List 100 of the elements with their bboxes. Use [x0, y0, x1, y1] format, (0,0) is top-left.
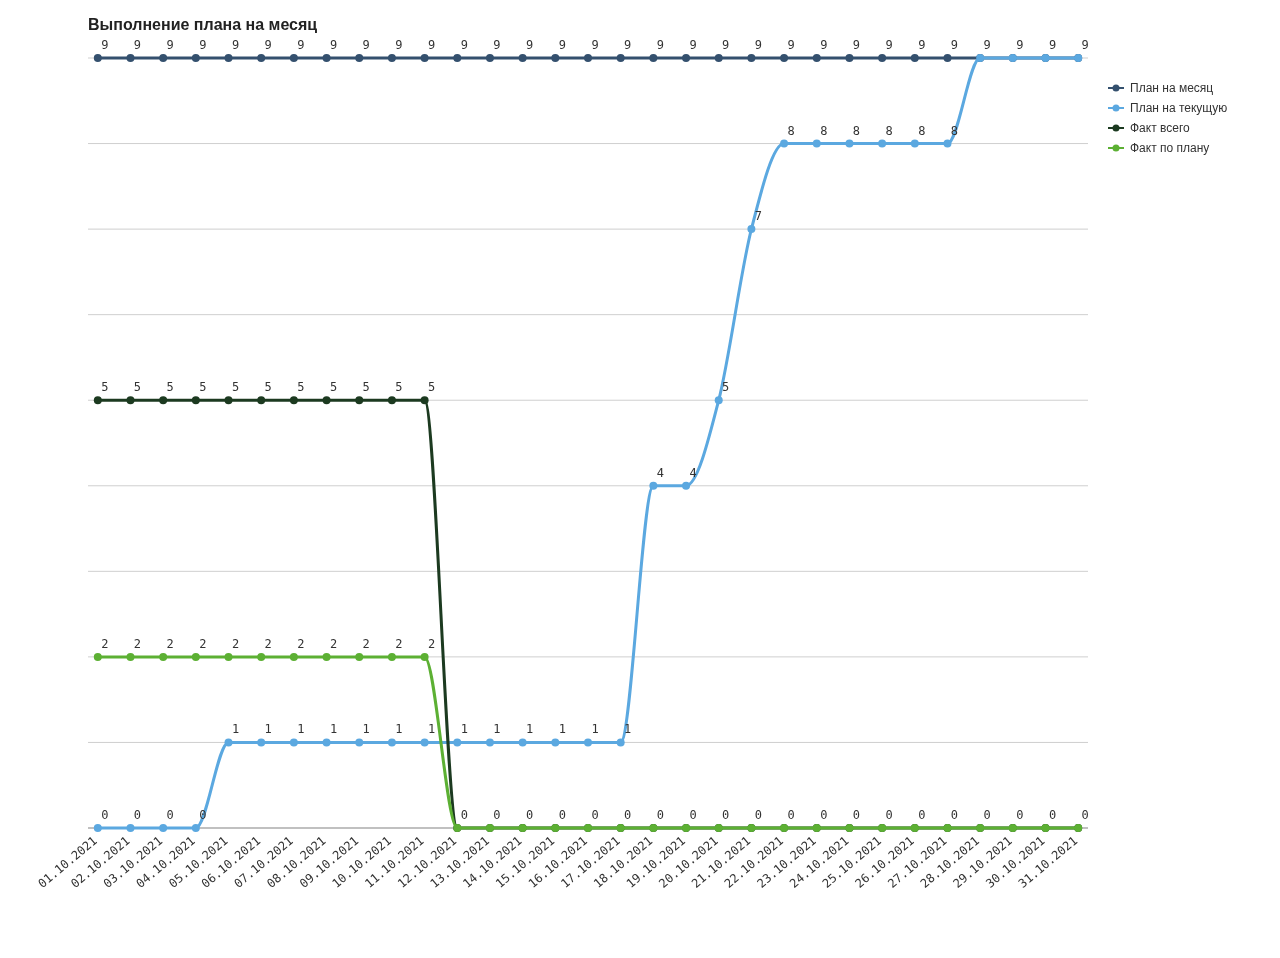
- data-label: 0: [950, 808, 959, 822]
- point: [224, 54, 233, 62]
- point: [93, 824, 102, 832]
- point: [224, 396, 233, 405]
- data-label: 5: [329, 380, 338, 395]
- point: [224, 738, 233, 747]
- data-label: 1: [558, 722, 566, 737]
- data-label: 9: [493, 38, 501, 52]
- data-label: 0: [591, 808, 599, 822]
- point: [322, 54, 331, 62]
- legend-label: План на текущую: [1130, 101, 1228, 115]
- legend-label: Факт всего: [1130, 121, 1191, 135]
- data-label: 5: [231, 380, 240, 395]
- data-label: 5: [427, 380, 436, 395]
- data-label: 0: [101, 808, 109, 822]
- data-label: 1: [526, 722, 534, 737]
- data-label: 2: [427, 636, 436, 651]
- point: [289, 738, 298, 747]
- data-label: 5: [101, 380, 109, 395]
- point: [878, 54, 887, 62]
- data-label: 9: [558, 38, 566, 52]
- data-label: 2: [362, 636, 370, 651]
- data-label: 0: [1016, 808, 1024, 822]
- data-label: 9: [460, 38, 468, 52]
- data-label: 9: [329, 38, 338, 52]
- point: [126, 54, 135, 62]
- point: [126, 824, 135, 832]
- data-label: 1: [362, 722, 370, 737]
- chart-title: Выполнение плана на месяц: [88, 16, 318, 33]
- data-label: 8: [885, 123, 893, 138]
- point: [322, 738, 331, 747]
- data-label: 9: [983, 38, 991, 52]
- data-label: 0: [526, 808, 534, 822]
- data-label: 8: [950, 123, 959, 138]
- point: [355, 738, 364, 747]
- data-label: 9: [852, 38, 861, 52]
- data-label: 9: [427, 38, 436, 52]
- point: [551, 738, 560, 747]
- data-label: 4: [656, 465, 664, 480]
- data-label: 1: [231, 722, 240, 737]
- data-label: 5: [199, 380, 207, 395]
- point: [159, 396, 168, 405]
- data-label: 4: [689, 465, 697, 480]
- data-label: 0: [754, 808, 763, 822]
- point: [714, 54, 723, 62]
- point: [845, 54, 854, 62]
- data-label: 2: [101, 636, 109, 651]
- data-label: 9: [1048, 38, 1057, 52]
- point: [257, 738, 266, 747]
- point: [191, 396, 200, 405]
- data-label: 9: [918, 38, 926, 52]
- data-label: 9: [1016, 38, 1024, 52]
- data-label: 9: [624, 38, 632, 52]
- point: [584, 54, 592, 62]
- point: [159, 824, 168, 832]
- point: [355, 396, 364, 405]
- data-label: 9: [754, 38, 763, 52]
- data-label: 0: [460, 808, 468, 822]
- point: [126, 652, 135, 661]
- point: [551, 54, 560, 62]
- data-label: 8: [918, 123, 926, 138]
- point: [257, 54, 266, 62]
- data-label: 9: [264, 38, 272, 52]
- data-label: 9: [297, 38, 305, 52]
- point: [845, 139, 854, 148]
- point: [191, 652, 200, 661]
- data-label: 0: [493, 808, 501, 822]
- data-label: 5: [395, 380, 403, 395]
- data-label: 0: [722, 808, 730, 822]
- data-label: 1: [427, 722, 436, 737]
- data-label: 8: [820, 123, 828, 138]
- data-label: 9: [656, 38, 664, 52]
- data-label: 0: [885, 808, 893, 822]
- point: [780, 139, 789, 148]
- point: [682, 481, 691, 490]
- data-label: 2: [166, 636, 174, 651]
- point: [453, 738, 462, 747]
- data-label: 7: [754, 209, 763, 224]
- data-label: 0: [787, 808, 795, 822]
- data-label: 1: [297, 722, 305, 737]
- data-label: 1: [395, 722, 403, 737]
- data-label: 1: [493, 722, 501, 737]
- data-label: 9: [199, 38, 207, 52]
- point: [747, 54, 756, 62]
- point: [126, 396, 135, 405]
- data-label: 9: [166, 38, 174, 52]
- data-label: 9: [231, 38, 240, 52]
- data-label: 1: [460, 722, 468, 737]
- data-label: 0: [656, 808, 664, 822]
- point: [616, 54, 625, 62]
- data-label: 5: [362, 380, 370, 395]
- data-label: 0: [820, 808, 828, 822]
- data-label: 5: [722, 380, 730, 395]
- data-label: 0: [1081, 808, 1089, 822]
- point: [159, 54, 168, 62]
- point: [159, 652, 168, 661]
- data-label: 2: [297, 636, 305, 651]
- data-label: 0: [133, 808, 142, 822]
- data-label: 0: [918, 808, 926, 822]
- point: [93, 652, 102, 661]
